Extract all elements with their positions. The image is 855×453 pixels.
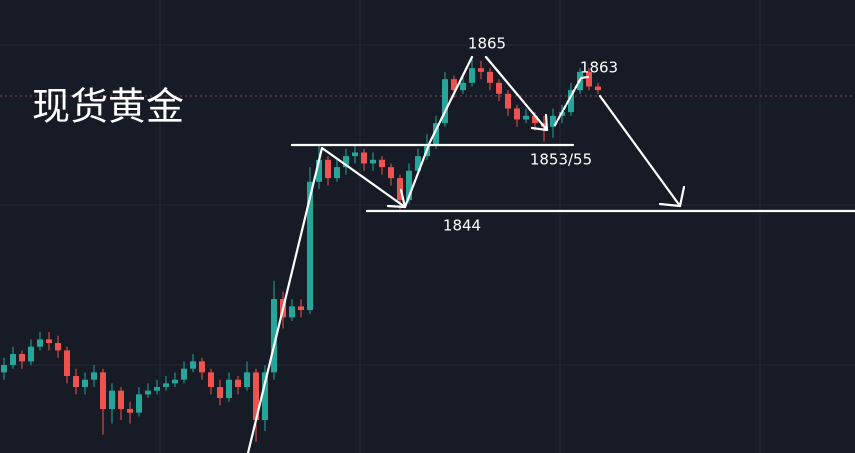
candle-body bbox=[19, 354, 25, 362]
candle-body bbox=[595, 86, 601, 91]
candle-body bbox=[55, 343, 61, 351]
candle-body bbox=[415, 156, 421, 171]
candle-body bbox=[550, 115, 556, 127]
candle-body bbox=[334, 167, 340, 179]
trend-arrow bbox=[598, 94, 682, 208]
candle-body bbox=[343, 156, 349, 168]
annotation: 1844 bbox=[443, 217, 481, 235]
trend-arrow bbox=[553, 75, 590, 127]
candle-body bbox=[262, 372, 268, 421]
candle-body bbox=[307, 181, 313, 311]
candle-body bbox=[37, 339, 43, 347]
candle-body bbox=[10, 354, 16, 366]
chart-title: 现货黄金 bbox=[32, 85, 184, 129]
candle-body bbox=[388, 167, 394, 179]
candle-body bbox=[127, 409, 133, 413]
candle-body bbox=[109, 390, 115, 410]
candle-body bbox=[217, 387, 223, 399]
candle-body bbox=[1, 365, 7, 373]
candle-body bbox=[100, 372, 106, 410]
annotation: 1853/55 bbox=[530, 151, 592, 169]
candle-body bbox=[361, 152, 367, 164]
candle-body bbox=[64, 350, 70, 377]
candle-body bbox=[91, 372, 97, 380]
candle-body bbox=[235, 379, 241, 388]
candle-body bbox=[460, 82, 466, 91]
candle-body bbox=[82, 379, 88, 388]
annotation-lines bbox=[246, 55, 855, 453]
candle-body bbox=[325, 159, 331, 179]
candle-body bbox=[190, 361, 196, 369]
candles bbox=[1, 57, 601, 443]
candle-body bbox=[253, 372, 259, 421]
candle-body bbox=[226, 379, 232, 399]
candle-body bbox=[433, 123, 439, 146]
candle-body bbox=[451, 79, 457, 91]
candle-body bbox=[271, 299, 277, 373]
candle-body bbox=[379, 159, 385, 168]
candle-body bbox=[568, 90, 574, 113]
candle-body bbox=[172, 379, 178, 384]
candle-body bbox=[145, 390, 151, 395]
candle-body bbox=[442, 79, 448, 124]
candle-body bbox=[244, 372, 250, 388]
arrow-head bbox=[530, 113, 549, 132]
candle-body bbox=[496, 82, 502, 94]
candle-body bbox=[118, 390, 124, 410]
candle-body bbox=[406, 170, 412, 201]
trend-arrow bbox=[484, 55, 549, 132]
candle-body bbox=[487, 71, 493, 83]
candle-body bbox=[154, 387, 160, 391]
candle-body bbox=[514, 108, 520, 120]
candle-body bbox=[370, 159, 376, 164]
candle-body bbox=[397, 178, 403, 201]
candle-body bbox=[316, 159, 322, 182]
candle-body bbox=[46, 339, 52, 344]
candle-body bbox=[352, 152, 358, 157]
candle-body bbox=[505, 93, 511, 109]
candle-body bbox=[199, 361, 205, 373]
candle-body bbox=[586, 71, 592, 87]
candle-body bbox=[163, 383, 169, 388]
candle-body bbox=[478, 68, 484, 72]
candle-body bbox=[298, 306, 304, 311]
candle-body bbox=[532, 115, 538, 124]
trend-arrow bbox=[403, 55, 474, 209]
candle-body bbox=[181, 368, 187, 380]
candle-body bbox=[136, 394, 142, 413]
candle-body bbox=[28, 346, 34, 362]
arrow-head bbox=[658, 185, 686, 208]
candle-body bbox=[469, 68, 475, 83]
candle-body bbox=[523, 115, 529, 120]
trend-arrow bbox=[246, 146, 407, 453]
annotation: 1865 bbox=[468, 35, 506, 53]
candle-body bbox=[73, 376, 79, 388]
candle-body bbox=[289, 306, 295, 318]
annotation: 1863 bbox=[580, 59, 618, 77]
candle-body bbox=[208, 372, 214, 388]
